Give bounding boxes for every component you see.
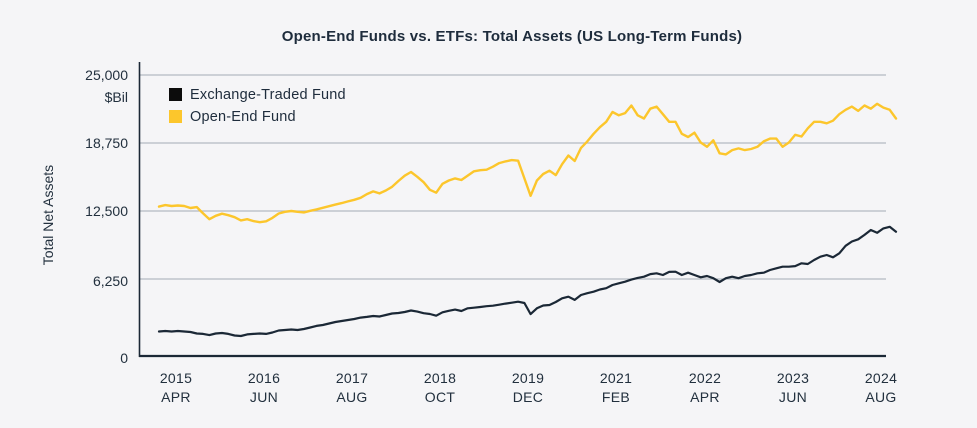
x-tick-year: 2016	[247, 370, 281, 386]
x-tick-year: 2017	[335, 370, 369, 386]
x-tick: 2016 JUN	[248, 369, 280, 407]
x-tick: 2015 APR	[160, 369, 192, 407]
legend-label: Exchange-Traded Fund	[190, 86, 346, 103]
open-end-fund-line	[157, 102, 898, 224]
x-tick-year: 2022	[688, 370, 722, 386]
legend-label: Open-End Fund	[190, 108, 296, 125]
x-tick-month: APR	[690, 389, 720, 405]
y-tick-label: 12,500	[85, 203, 128, 219]
x-tick-year: 2018	[423, 370, 457, 386]
x-tick: 2023 JUN	[777, 369, 809, 407]
x-tick-month: JUN	[778, 389, 808, 405]
y-tick-label: 25,000	[85, 67, 128, 83]
x-tick: 2022 APR	[689, 369, 721, 407]
x-tick-year: 2015	[159, 370, 193, 386]
x-tick-year: 2024	[864, 370, 898, 386]
legend: Exchange-Traded Fund Open-End Fund	[169, 87, 346, 131]
chart-title: Open-End Funds vs. ETFs: Total Assets (U…	[281, 28, 743, 45]
y-tick-label: 6,250	[92, 273, 128, 289]
y-axis-unit: $Bil	[104, 89, 128, 105]
x-tick-month: AUG	[336, 389, 368, 405]
series-lines	[157, 102, 898, 338]
x-tick: 2021 FEB	[600, 369, 632, 407]
x-tick-month: DEC	[512, 389, 544, 405]
legend-swatch-icon	[169, 110, 182, 123]
x-tick: 2018 OCT	[424, 369, 456, 407]
x-tick-month: AUG	[865, 389, 897, 405]
legend-item: Exchange-Traded Fund	[169, 86, 346, 103]
x-tick-year: 2023	[776, 370, 810, 386]
x-tick-month: APR	[161, 389, 191, 405]
etf-line	[157, 225, 898, 338]
x-tick-year: 2021	[599, 370, 633, 386]
y-axis-title: Total Net Assets	[40, 164, 56, 266]
y-tick-label: 18,750	[85, 135, 128, 151]
x-tick-month: FEB	[601, 389, 631, 405]
x-tick: 2019 DEC	[512, 369, 544, 407]
legend-swatch-icon	[169, 88, 182, 101]
x-tick-year: 2019	[511, 370, 545, 386]
x-tick-month: OCT	[424, 389, 456, 405]
x-tick: 2024 AUG	[865, 369, 897, 407]
legend-item: Open-End Fund	[169, 108, 346, 125]
x-tick-month: JUN	[249, 389, 279, 405]
y-tick-label: 0	[120, 350, 128, 366]
x-tick: 2017 AUG	[336, 369, 368, 407]
